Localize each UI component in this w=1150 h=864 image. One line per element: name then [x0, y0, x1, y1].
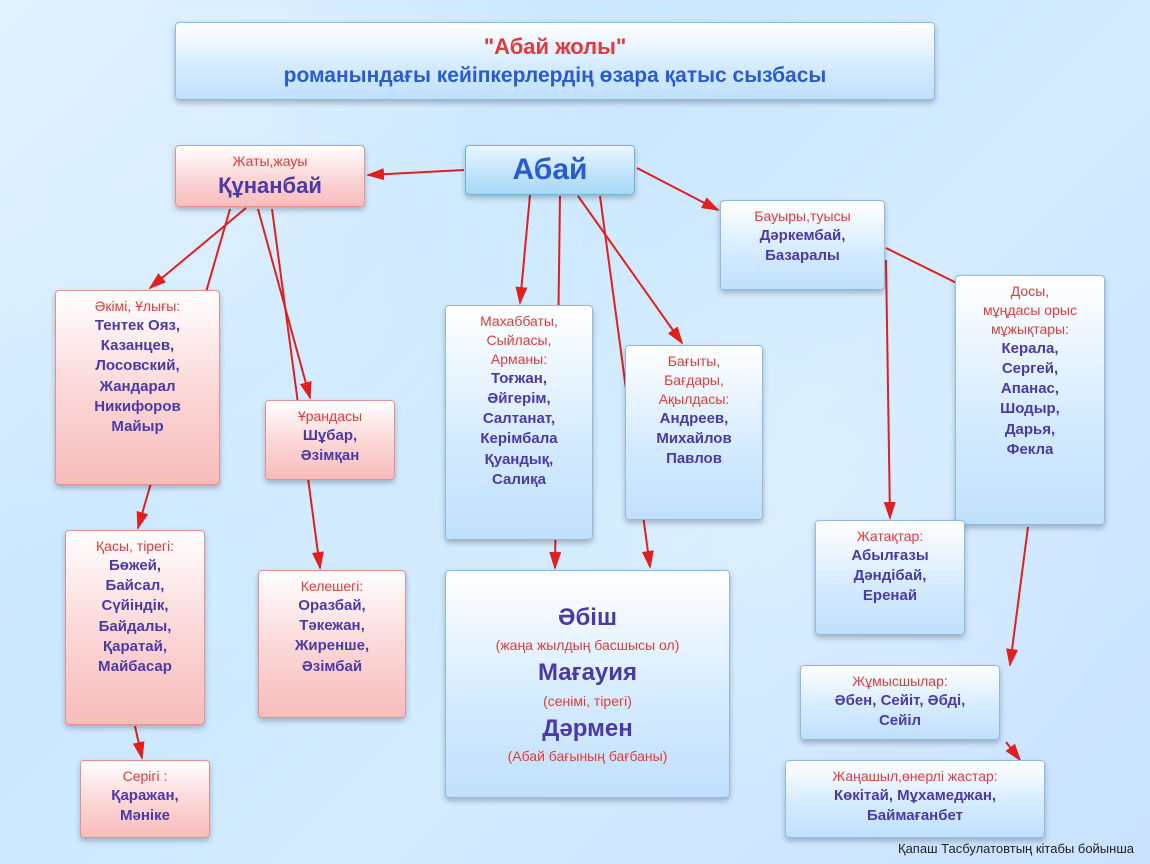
mahabbat-heading: Махаббаты, Сыйласы, Арманы:	[454, 312, 584, 369]
bauyry-heading: Бауыры,туысы	[729, 207, 876, 226]
dosy-names: Керала, Сергей, Апанас, Шодыр, Дарья, Фе…	[964, 339, 1096, 461]
zhataqtar-names: Абылғазы Дәндібай, Еренай	[824, 546, 956, 607]
node-dosy: Досы, мұңдасы орыс мұжықтары: Керала, Се…	[955, 275, 1105, 525]
node-kasy: Қасы, тірегі: Бөжей, Байсал, Сүйіндік, Б…	[65, 530, 205, 725]
credit-text: Қапаш Тасбулатовтың кітабы бойынша	[898, 841, 1134, 856]
mahabbat-names: Тоғжан, Әйгерім, Салтанат, Керімбала Қуа…	[454, 369, 584, 491]
akimi-heading: Әкімі, Ұлығы:	[64, 297, 211, 316]
keleshegi-heading: Келешегі:	[267, 577, 397, 596]
node-abay: Абай	[465, 145, 635, 195]
zhataqtar-heading: Жатақтар:	[824, 527, 956, 546]
akimi-names: Тентек Ояз, Казанцев, Лосовский, Жандара…	[64, 316, 211, 438]
dosy-heading: Досы, мұңдасы орыс мұжықтары:	[964, 282, 1096, 339]
urandasy-heading: Ұрандасы	[274, 407, 386, 426]
bauyry-names: Дәркембай, Базаралы	[729, 226, 876, 267]
node-zhataqtar: Жатақтар: Абылғазы Дәндібай, Еренай	[815, 520, 965, 635]
title-box: "Абай жолы" романындағы кейіпкерлердің ө…	[175, 22, 935, 100]
center-l2p: (сенімі, тірегі)	[454, 692, 721, 711]
serigi-names: Қаражан, Мәніке	[89, 786, 201, 827]
title-line2: романындағы кейіпкерлердің өзара қатыс с…	[184, 62, 926, 90]
zhanashyl-names: Көкітай, Мұхамеджан, Баймағанбет	[794, 786, 1036, 827]
serigi-heading: Серігі :	[89, 767, 201, 786]
node-bagyty: Бағыты, Бағдары, Ақылдасы: Андреев, Миха…	[625, 345, 763, 520]
kunanbay-heading: Жаты,жауы	[184, 152, 356, 171]
center-l3: Дәрмен	[454, 713, 721, 745]
zhumys-heading: Жұмысшылар:	[809, 672, 991, 691]
node-center: Әбіш (жаңа жылдың басшысы ол) Мағауия (с…	[445, 570, 730, 798]
bagyty-heading: Бағыты, Бағдары, Ақылдасы:	[634, 352, 754, 409]
zhumys-names: Әбен, Сейіт, Әбді, Сейіл	[809, 691, 991, 732]
center-l3p: (Абай бағының бағбаны)	[454, 747, 721, 766]
center-l1: Әбіш	[454, 602, 721, 634]
zhanashyl-heading: Жаңашыл,өнерлі жастар:	[794, 767, 1036, 786]
node-kunanbay: Жаты,жауы Құнанбай	[175, 145, 365, 207]
keleshegi-names: Оразбай, Тәкежан, Жиренше, Әзімбай	[267, 596, 397, 677]
kasy-heading: Қасы, тірегі:	[74, 537, 196, 556]
node-zhanashyl: Жаңашыл,өнерлі жастар: Көкітай, Мұхамедж…	[785, 760, 1045, 838]
node-serigi: Серігі : Қаражан, Мәніке	[80, 760, 210, 838]
node-urandasy: Ұрандасы Шұбар, Әзімқан	[265, 400, 395, 480]
abay-label: Абай	[513, 150, 588, 191]
urandasy-names: Шұбар, Әзімқан	[274, 426, 386, 467]
center-l2: Мағауия	[454, 657, 721, 689]
node-bauyry: Бауыры,туысы Дәркембай, Базаралы	[720, 200, 885, 290]
node-zhumys: Жұмысшылар: Әбен, Сейіт, Әбді, Сейіл	[800, 665, 1000, 740]
kunanbay-name: Құнанбай	[184, 171, 356, 201]
node-akimi: Әкімі, Ұлығы: Тентек Ояз, Казанцев, Лосо…	[55, 290, 220, 485]
kasy-names: Бөжей, Байсал, Сүйіндік, Байдалы, Қарата…	[74, 556, 196, 678]
title-line1: "Абай жолы"	[184, 32, 926, 62]
center-l1p: (жаңа жылдың басшысы ол)	[454, 636, 721, 655]
node-mahabbat: Махаббаты, Сыйласы, Арманы: Тоғжан, Әйге…	[445, 305, 593, 540]
bagyty-names: Андреев, Михайлов Павлов	[634, 409, 754, 470]
node-keleshegi: Келешегі: Оразбай, Тәкежан, Жиренше, Әзі…	[258, 570, 406, 718]
